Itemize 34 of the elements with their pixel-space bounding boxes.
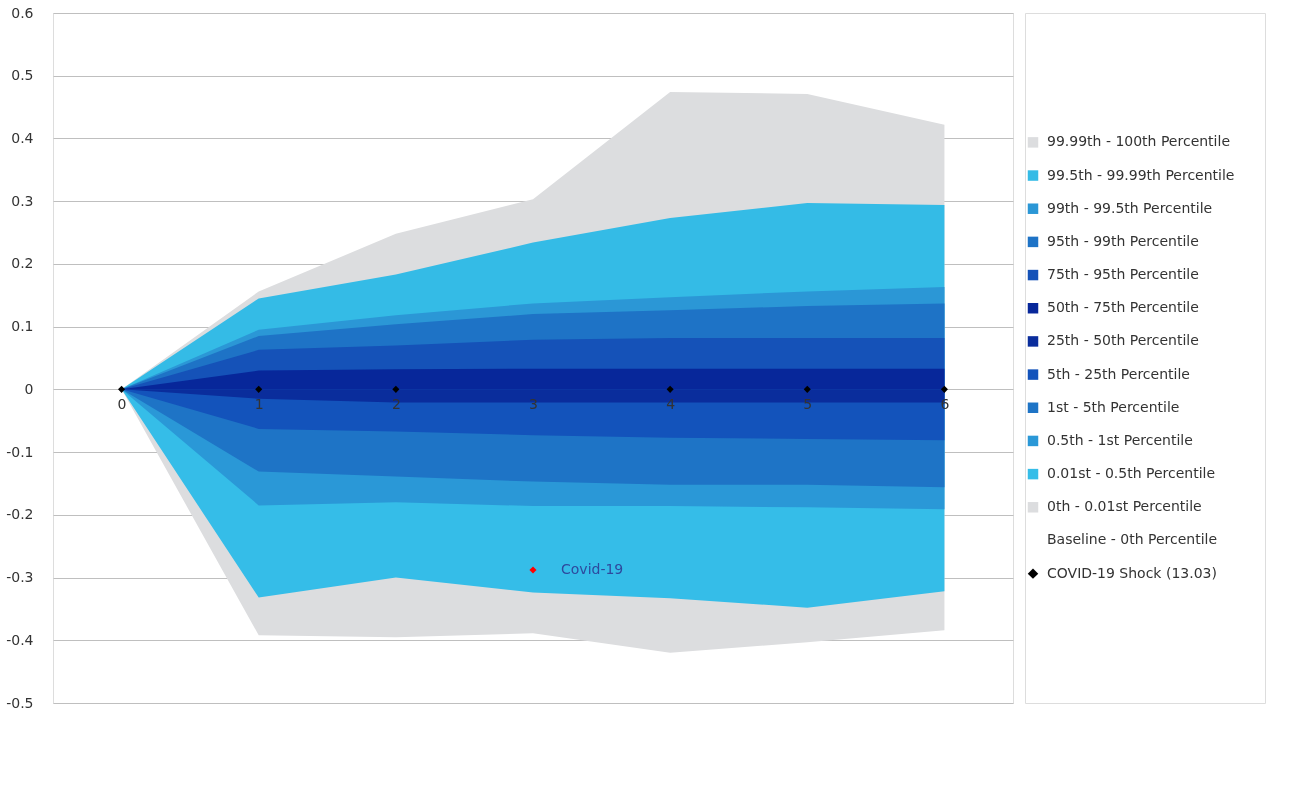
legend-label: 1st - 5th Percentile bbox=[1047, 398, 1180, 415]
y-tick-label: -0.5 bbox=[6, 694, 34, 711]
x-tick-label: 3 bbox=[529, 395, 538, 412]
legend-label: COVID-19 Shock (13.03) bbox=[1047, 564, 1217, 581]
y-tick-label: 0.1 bbox=[11, 318, 34, 335]
y-tick-label: -0.1 bbox=[6, 443, 34, 460]
y-tick-label: 0 bbox=[24, 380, 34, 397]
x-tick-label: 2 bbox=[391, 395, 401, 412]
x-tick-label: 6 bbox=[940, 395, 950, 412]
legend-label: 0.01st - 0.5th Percentile bbox=[1047, 465, 1216, 482]
text: Baseline - 0th Percentile bbox=[1047, 531, 1218, 548]
x-tick-label: 5 bbox=[803, 395, 813, 412]
legend-label: 99th - 99.5th Percentile bbox=[1047, 199, 1213, 216]
legend-label: 75th - 95th Percentile bbox=[1047, 266, 1199, 283]
x-tick-label: 4 bbox=[666, 395, 676, 412]
y-tick-label: 0.2 bbox=[11, 255, 34, 272]
x-tick-label: 0 bbox=[117, 395, 127, 412]
y-tick-label: -0.4 bbox=[6, 631, 34, 648]
annotation: Covid-19 bbox=[561, 561, 624, 578]
y-tick-label: -0.2 bbox=[6, 506, 34, 523]
y-tick-label: 0.5 bbox=[11, 67, 34, 84]
legend-label: 5th - 25th Percentile bbox=[1047, 365, 1190, 382]
y-tick-label: 0.4 bbox=[11, 129, 34, 146]
legend-label: 95th - 99th Percentile bbox=[1047, 232, 1199, 249]
legend-label: 99.99th - 100th Percentile bbox=[1047, 133, 1230, 150]
x-tick-label: 1 bbox=[254, 395, 264, 412]
y-tick-label: 0.6 bbox=[11, 4, 34, 21]
y-tick-label: 0.3 bbox=[11, 192, 34, 209]
legend-label: 25th - 50th Percentile bbox=[1047, 332, 1199, 349]
legend-label: 0.5th - 1st Percentile bbox=[1047, 431, 1193, 448]
legend-label: 99.5th - 99.99th Percentile bbox=[1047, 166, 1235, 183]
legend-label: 0th - 0.01st Percentile bbox=[1047, 498, 1202, 515]
y-tick-label: -0.3 bbox=[6, 569, 34, 586]
legend-label: 50th - 75th Percentile bbox=[1047, 299, 1199, 316]
